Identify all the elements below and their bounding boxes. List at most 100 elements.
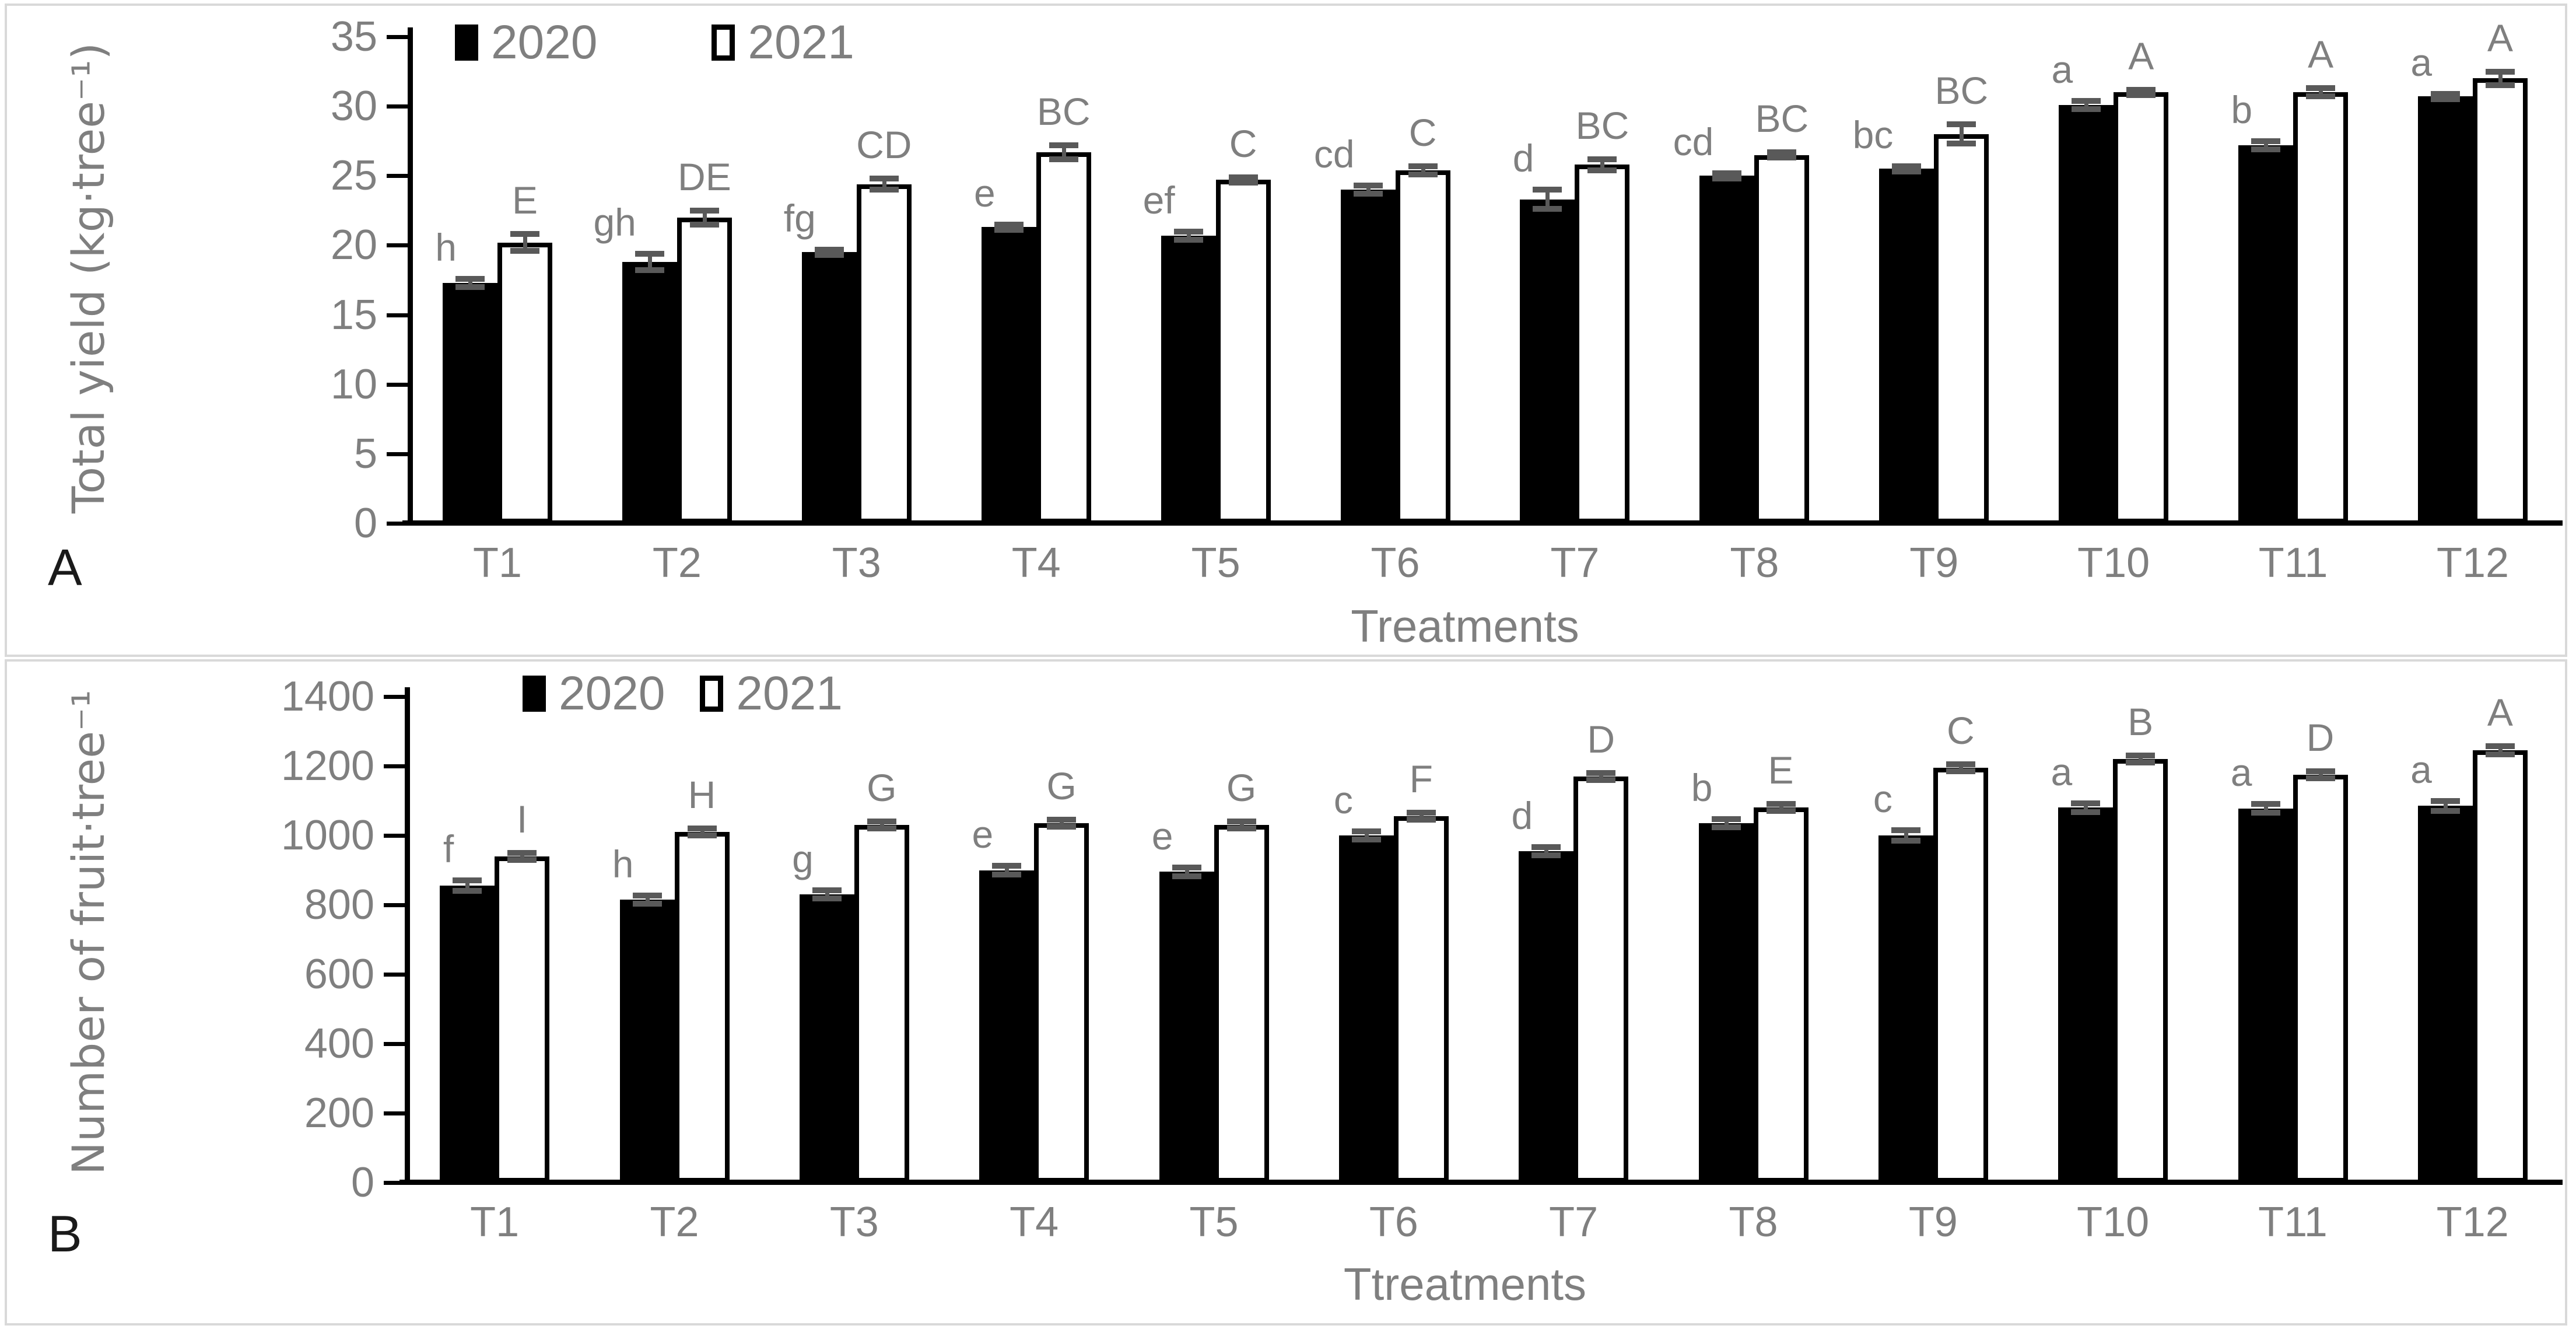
error-bar-cap-bottom <box>1712 176 1742 182</box>
error-bar-2020-T7 <box>1544 847 1549 855</box>
y-tick-mark <box>387 522 408 526</box>
y-tick-label: 25 <box>330 152 377 200</box>
sig-letter-2021-T3: G <box>867 766 897 810</box>
x-category-label: T1 <box>470 1199 520 1246</box>
error-bar-2020-T3 <box>825 890 829 899</box>
error-bar-cap-top <box>1172 865 1201 871</box>
sig-letter-2021-T4: BC <box>1036 89 1091 133</box>
x-axis-title-b: Ttreatments <box>1343 1258 1587 1310</box>
error-bar-2021-T2 <box>702 210 707 225</box>
legend-label-2021: 2021 <box>736 667 843 720</box>
bar-2021-T3 <box>856 184 912 523</box>
sig-letter-2021-T2: DE <box>678 155 731 198</box>
sig-letter-2021-T12: A <box>2487 16 2514 60</box>
error-bar-2021-T7 <box>1600 159 1605 170</box>
sig-letter-2021-T9: C <box>1946 709 1975 753</box>
error-bar-cap-bottom <box>1406 817 1436 823</box>
bar-2021-T1 <box>495 856 550 1183</box>
error-bar-cap-top <box>1711 816 1741 823</box>
y-tick-mark <box>384 1042 405 1046</box>
x-category-label: T5 <box>1189 1199 1239 1246</box>
sig-letter-2021-T7: D <box>1587 717 1615 761</box>
y-tick-label: 1400 <box>281 673 374 720</box>
error-bar-cap-bottom <box>1587 167 1617 173</box>
bar-2020-T7 <box>1519 851 1574 1183</box>
error-bar-2020-T6 <box>1364 831 1369 840</box>
error-bar-cap-bottom <box>2431 96 2461 103</box>
legend-item-2021: 2021 <box>700 667 843 720</box>
sig-letter-2020-T8: cd <box>1673 120 1714 163</box>
error-bar-cap-top <box>2126 753 2156 759</box>
sig-letter-2021-T8: BC <box>1755 96 1809 140</box>
error-bar-2021-T1 <box>523 234 527 251</box>
error-bar-2020-T5 <box>1186 231 1191 240</box>
sig-letter-2020-T4: e <box>972 813 994 856</box>
error-bar-cap-bottom <box>2430 808 2460 814</box>
error-bar-cap-top <box>992 863 1022 869</box>
x-category-label: T2 <box>652 540 702 586</box>
error-bar-2020-T7 <box>1545 190 1550 209</box>
bar-2020-T11 <box>2238 145 2294 523</box>
error-bar-cap-top <box>1586 770 1616 776</box>
sig-letter-2020-T12: a <box>2410 747 2432 791</box>
panel-b: 2020 2021 Number of fruit·tree⁻¹ 0 200 400… <box>5 659 2567 1325</box>
sig-letter-2020-T1: h <box>435 225 457 269</box>
y-tick-label: 400 <box>304 1020 374 1067</box>
legend-swatch-2020-icon <box>455 25 478 61</box>
error-bar-cap-top <box>2251 138 2281 144</box>
sig-letter-2020-T9: c <box>1873 777 1892 821</box>
sig-letter-2020-T6: c <box>1333 778 1353 821</box>
error-bar-cap-top <box>1712 170 1742 176</box>
error-bar-cap-bottom <box>453 888 482 894</box>
sig-letter-2020-T6: cd <box>1313 132 1355 176</box>
error-bar-2020-T8 <box>1724 819 1729 828</box>
error-bar-cap-bottom <box>1947 141 1976 147</box>
x-category-label: T3 <box>829 1199 879 1246</box>
legend-item-2020: 2020 <box>455 19 597 67</box>
error-bar-2020-T2 <box>645 895 650 904</box>
error-bar-cap-top <box>2126 86 2156 93</box>
y-tick-mark <box>384 695 405 699</box>
error-bar-2020-T1 <box>465 880 470 891</box>
error-bar-cap-top <box>2431 90 2461 97</box>
sig-letter-2021-T5: G <box>1226 766 1257 810</box>
error-bar-cap-bottom <box>867 826 896 832</box>
error-bar-cap-top <box>994 221 1024 228</box>
y-tick-mark <box>384 764 405 768</box>
sig-letter-2020-T11: a <box>2230 751 2252 795</box>
error-bar-2020-T2 <box>647 253 652 271</box>
bar-2020-T6 <box>1340 190 1396 523</box>
legend-label-2020: 2020 <box>491 16 598 69</box>
error-bar-2021-T5 <box>1239 821 1244 829</box>
bar-2020-T8 <box>1699 176 1755 523</box>
error-bar-cap-top <box>1351 828 1381 834</box>
y-axis-line <box>408 27 413 523</box>
error-bar-cap-bottom <box>1047 824 1077 830</box>
sig-letter-2021-T7: BC <box>1575 103 1629 147</box>
x-category-label: T11 <box>2258 1199 2328 1246</box>
sig-letter-2021-T11: A <box>2308 33 2334 76</box>
bar-2021-T4 <box>1036 152 1091 523</box>
error-bar-2020-T10 <box>2084 803 2088 812</box>
error-bar-2021-T9 <box>1958 764 1963 771</box>
error-bar-cap-top <box>687 826 717 832</box>
bar-2021-T3 <box>854 825 909 1183</box>
sig-letter-2020-T2: h <box>612 842 634 886</box>
panel-letter-a: A <box>48 538 82 596</box>
x-category-label: T4 <box>1011 540 1061 586</box>
sig-letter-2020-T3: g <box>792 837 814 880</box>
sig-letter-2021-T6: C <box>1408 110 1437 154</box>
error-bar-2021-T9 <box>1960 124 1964 144</box>
y-tick-label: 1200 <box>281 743 374 789</box>
sig-letter-2020-T2: gh <box>593 200 636 244</box>
x-category-label: T9 <box>1908 1199 1958 1246</box>
y-tick-mark <box>387 243 408 248</box>
x-category-label: T2 <box>650 1199 699 1246</box>
error-bar-cap-bottom <box>1049 156 1078 162</box>
legend-label-2020: 2020 <box>559 667 665 720</box>
error-bar-cap-bottom <box>635 267 664 274</box>
bar-2020-T2 <box>622 262 677 523</box>
x-category-label: T10 <box>2077 1199 2150 1246</box>
sig-letter-2020-T7: d <box>1511 793 1533 837</box>
bar-2021-T10 <box>2113 759 2168 1183</box>
